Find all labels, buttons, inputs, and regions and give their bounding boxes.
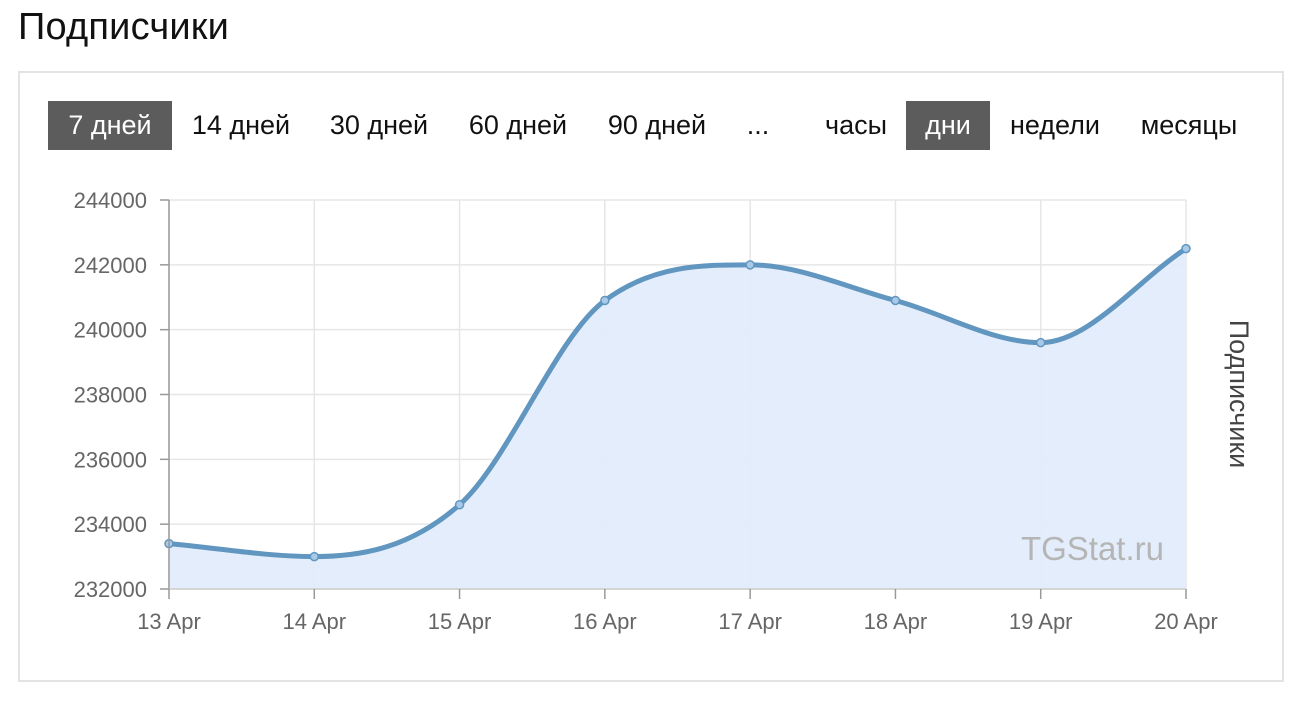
- data-point-5: [890, 295, 901, 306]
- range-7-days-button[interactable]: 7 дней: [48, 101, 172, 150]
- data-point-4: [745, 260, 755, 270]
- x-axis-ticks: 13 Apr 14 Apr 15 Apr 16 Apr 17 Apr 18 Apr 19 A…: [137, 589, 1218, 634]
- x-tick-label: 13 Apr: [137, 609, 201, 634]
- chart-panel: [18, 71, 1284, 682]
- x-tick-label: 14 Apr: [282, 609, 346, 634]
- series-line: [168, 246, 1188, 560]
- y-tick-label: 240000: [74, 318, 147, 343]
- data-point-3: [600, 295, 610, 306]
- range-more-button[interactable]: ...: [746, 110, 770, 140]
- y-tick-label: 244000: [74, 188, 147, 213]
- x-tick-label: 17 Apr: [718, 609, 782, 634]
- y-tick-label: 232000: [74, 577, 147, 602]
- y-tick-label: 234000: [74, 512, 147, 537]
- y-tick-label: 238000: [74, 383, 147, 408]
- y-axis-ticks: 244000 242000 240000 238000 236000 234000 2320…: [74, 188, 169, 602]
- range-60-days-button[interactable]: 60 дней: [468, 110, 568, 140]
- range-30-days-button[interactable]: 30 дней: [329, 110, 429, 140]
- granularity-weeks-button[interactable]: недели: [1009, 110, 1101, 140]
- data-point-1: [309, 551, 320, 562]
- y-axis-title: Подписчики: [1224, 320, 1254, 469]
- page-title: Подписчики: [18, 6, 230, 48]
- x-tick-label: 19 Apr: [1009, 609, 1073, 634]
- data-point-6: [1035, 337, 1046, 348]
- area-fill: [169, 248, 1186, 589]
- x-tick-label: 16 Apr: [573, 609, 637, 634]
- data-point-7: [1181, 243, 1191, 254]
- range-14-days-button[interactable]: 14 дней: [191, 110, 291, 140]
- x-tick-label: 20 Apr: [1154, 609, 1218, 634]
- range-90-days-button[interactable]: 90 дней: [607, 110, 707, 140]
- x-tick-label: 15 Apr: [428, 609, 492, 634]
- granularity-hours-button[interactable]: часы: [825, 110, 887, 140]
- y-tick-label: 242000: [74, 253, 147, 278]
- data-point-2: [454, 499, 465, 510]
- y-tick-label: 236000: [74, 447, 147, 472]
- granularity-months-button[interactable]: месяцы: [1140, 110, 1238, 140]
- granularity-days-button[interactable]: дни: [906, 101, 990, 150]
- watermark-text: TGStat.ru: [1021, 530, 1164, 567]
- x-tick-label: 18 Apr: [864, 609, 928, 634]
